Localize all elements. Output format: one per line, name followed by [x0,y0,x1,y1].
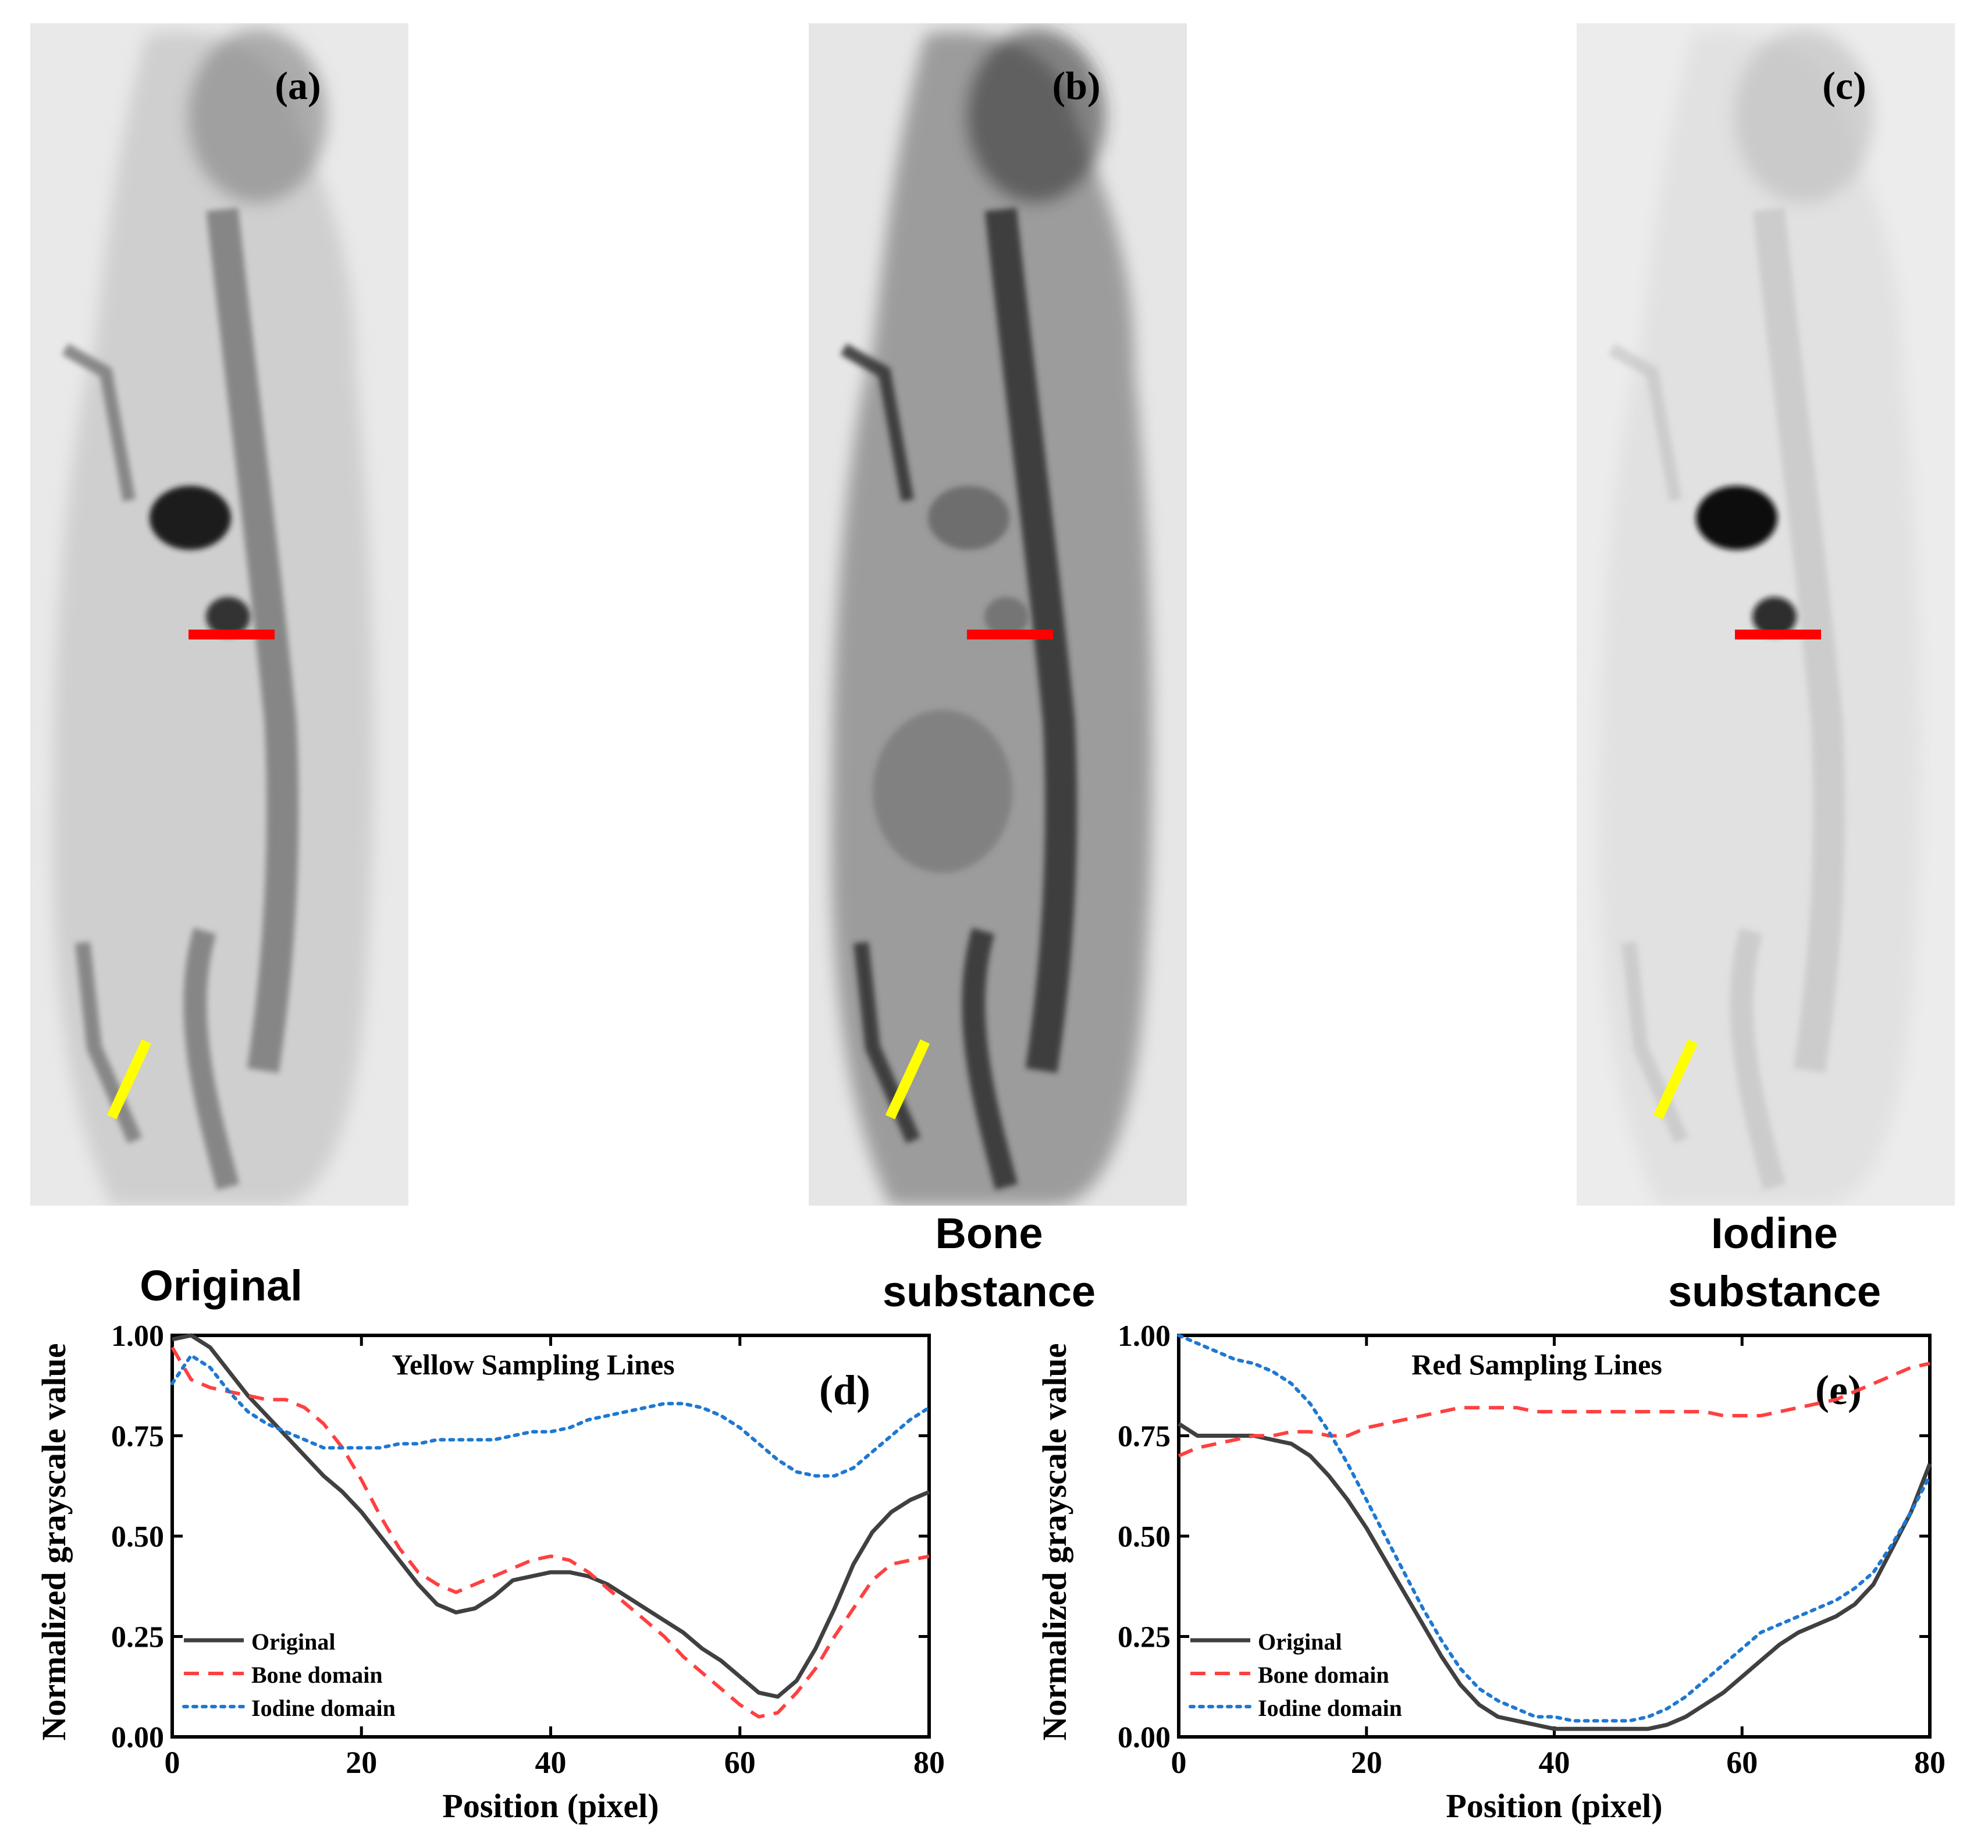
spine-shape [1752,208,1845,1074]
chart-d: 0 20 40 60 80 0.00 0.25 0.50 0.75 1.00 Position (p… [0,1309,989,1848]
chart-title: Red Sampling Lines [1411,1348,1662,1381]
legend-label: Iodine domain [251,1695,396,1721]
y-tick-label: 1.00 [1118,1320,1171,1353]
y-axis-label: Normalized grayscale value [35,1344,73,1741]
organs [873,486,1029,873]
skull-shape [187,29,327,204]
chart-d-svg: 0 20 40 60 80 0.00 0.25 0.50 0.75 1.00 Position (p… [35,1320,945,1825]
series-line-original [172,1333,930,1699]
panel-label: (a) [275,63,321,108]
pelvis-shape [962,927,1018,1190]
series-line-bone-domain [170,1346,930,1719]
image-panel-original: (a) [30,23,408,1206]
legend-label: Original [1258,1629,1342,1655]
skull-shape [966,29,1105,204]
legend-label: Original [251,1629,335,1655]
series-line-iodine-domain [1177,1334,1932,1723]
series-line-bone-domain [1178,1362,1930,1458]
chart-title: Yellow Sampling Lines [392,1348,674,1381]
series-line-iodine-domain [170,1353,931,1478]
y-tick-label: 0.50 [111,1520,164,1554]
x-axis-label: Position (pixel) [442,1787,659,1825]
abdomen-shape [873,710,1012,873]
chart-panel-label: (d) [819,1367,870,1413]
panel-label: (c) [1822,63,1866,108]
y-tick-label: 0.75 [1118,1420,1171,1453]
caption-bone: Bone substance [867,1204,1111,1321]
red-sampling-line [967,630,1053,639]
spine-shape [206,208,299,1074]
x-tick-label: 80 [913,1745,945,1780]
organ-shape [984,597,1029,637]
x-tick-label: 0 [1171,1745,1187,1780]
x-axis-label: Position (pixel) [1446,1787,1662,1825]
chart-e-svg: 0 20 40 60 80 0.00 0.25 0.50 0.75 1.00 Position (p… [1036,1320,1946,1825]
xray-bone-substance: (b) [809,23,1187,1206]
y-axis-label: Normalized grayscale value [1036,1344,1073,1741]
skeleton [840,208,1077,1190]
x-tick-label: 20 [346,1745,377,1780]
y-tick-label: 0.00 [111,1721,164,1754]
y-tick-label: 0.75 [111,1420,164,1453]
yellow-sampling-line [106,1039,152,1120]
caption-original-text: Original [140,1261,303,1310]
legend-label: Iodine domain [1258,1695,1402,1721]
organ-shape [206,597,250,637]
forelimb-shape [840,343,914,502]
hindlimb-shape [75,941,142,1144]
x-tick-label: 0 [165,1745,180,1780]
legend-label: Bone domain [1258,1662,1389,1688]
image-panel-iodine: (c) [1577,23,1955,1206]
pelvis-shape [183,927,240,1190]
heart-shape [1696,486,1777,550]
organs [1696,486,1797,637]
hindlimb-shape [1621,941,1688,1144]
caption-bone-text: Bone substance [882,1209,1096,1316]
hindlimb-shape [853,941,920,1144]
heart-shape [928,486,1009,550]
red-sampling-line [189,630,275,639]
caption-original: Original [105,1257,337,1315]
x-tick-label: 60 [724,1745,756,1780]
y-tick-label: 0.50 [1118,1520,1171,1554]
forelimb-shape [62,343,136,502]
panel-label: (b) [1052,63,1100,108]
xray-iodine-substance: (c) [1577,23,1955,1206]
heart-shape [150,486,231,550]
y-tick-label: 0.25 [111,1621,164,1654]
skull-shape [1734,29,1873,204]
organ-shape [1752,597,1797,637]
y-tick-label: 0.00 [1118,1721,1171,1754]
y-tick-label: 1.00 [111,1320,164,1353]
y-tick-label: 0.25 [1118,1621,1171,1654]
x-tick-label: 40 [535,1745,567,1780]
forelimb-shape [1608,343,1682,502]
skeleton [1608,208,1845,1190]
skeleton [62,208,299,1190]
legend-label: Bone domain [251,1662,383,1688]
spine-shape [984,208,1077,1074]
x-tick-label: 40 [1539,1745,1570,1780]
x-tick-label: 20 [1351,1745,1382,1780]
red-sampling-line [1735,630,1821,639]
yellow-sampling-line [885,1039,930,1120]
x-tick-label: 60 [1726,1745,1758,1780]
x-tick-label: 80 [1914,1745,1946,1780]
yellow-sampling-line [1653,1039,1698,1120]
caption-iodine: Iodine substance [1652,1204,1897,1321]
image-panel-bone: (b) [809,23,1187,1206]
caption-iodine-text: Iodine substance [1667,1209,1882,1316]
chart-e: 0 20 40 60 80 0.00 0.25 0.50 0.75 1.00 Position (p… [1001,1309,1988,1848]
pelvis-shape [1730,927,1786,1190]
organs [150,486,250,637]
series-line-original [1178,1421,1932,1731]
xray-original: (a) [30,23,408,1206]
